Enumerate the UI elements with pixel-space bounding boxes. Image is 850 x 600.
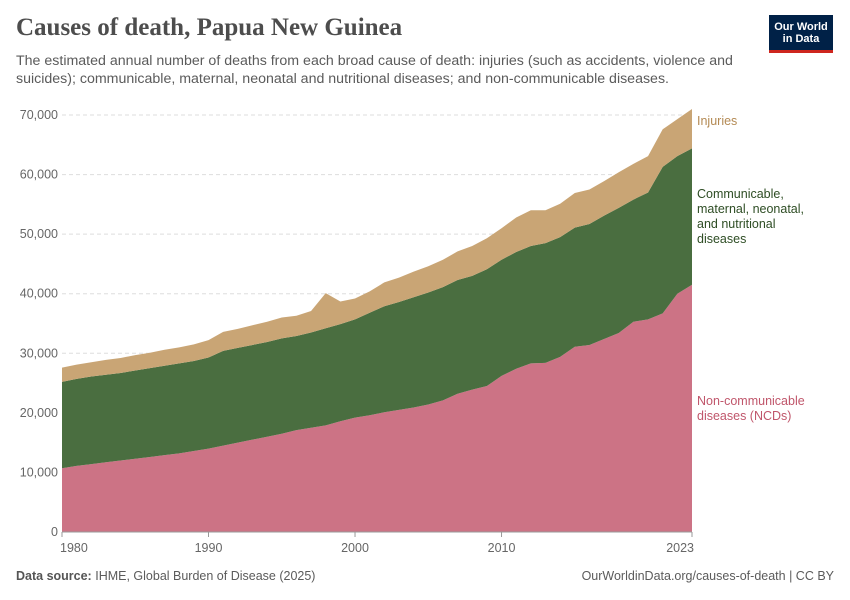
x-tick-label: 1980 — [60, 541, 88, 555]
data-source-text[interactable]: IHME, Global Burden of Disease (2025) — [95, 569, 316, 583]
area-series-1 — [62, 148, 692, 469]
series-label-line: Non-communicable — [697, 394, 805, 408]
owid-logo[interactable]: Our World in Data — [769, 15, 833, 53]
area-series-0 — [62, 284, 692, 532]
logo-line-1: Our World — [774, 20, 828, 33]
logo-line-2: in Data — [782, 32, 820, 45]
series-label-line: diseases — [697, 232, 746, 246]
series-label-line: and nutritional — [697, 217, 776, 231]
footer-url[interactable]: OurWorldinData.org/causes-of-death | CC … — [581, 569, 834, 583]
x-tick-label: 1990 — [195, 541, 223, 555]
series-label-1: Communicable, maternal, neonatal, and nutr… — [697, 187, 804, 246]
series-label-line: Communicable, — [697, 187, 784, 201]
y-tick-label: 40,000 — [20, 287, 58, 301]
series-label-line: Injuries — [697, 114, 737, 128]
y-tick-label: 70,000 — [20, 108, 58, 122]
x-tick-label: 2010 — [488, 541, 516, 555]
x-tick-label: 2000 — [341, 541, 369, 555]
y-tick-label: 30,000 — [20, 346, 58, 360]
data-source-label: Data source: — [16, 569, 92, 583]
y-tick-label: 50,000 — [20, 227, 58, 241]
chart-subtitle: The estimated annual number of deaths fr… — [16, 53, 733, 87]
series-label-2: Injuries — [697, 114, 737, 128]
y-tick-label: 0 — [51, 525, 58, 539]
series-label-0: Non-communicable diseases (NCDs) — [697, 394, 805, 423]
y-tick-label: 10,000 — [20, 465, 58, 479]
data-source: Data source: IHME, Global Burden of Dise… — [16, 569, 315, 583]
chart-title: Causes of death, Papua New Guinea — [16, 14, 403, 41]
y-tick-label: 60,000 — [20, 168, 58, 182]
series-label-line: maternal, neonatal, — [697, 202, 804, 216]
series-label-line: diseases (NCDs) — [697, 409, 791, 423]
x-tick-label: 2023 — [666, 541, 694, 555]
y-tick-label: 20,000 — [20, 406, 58, 420]
